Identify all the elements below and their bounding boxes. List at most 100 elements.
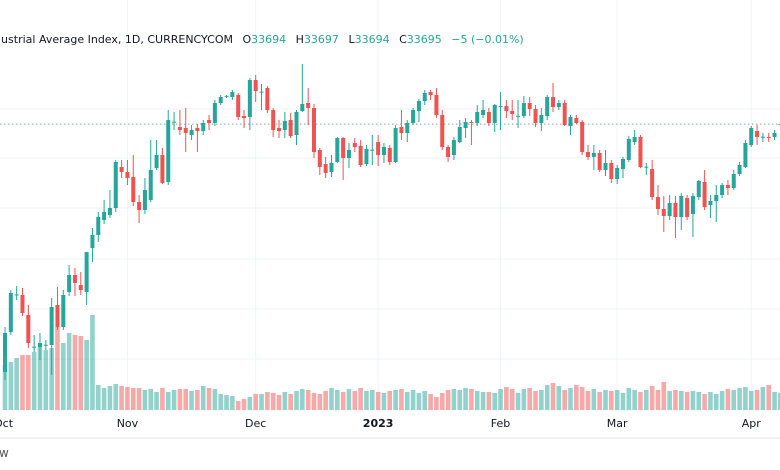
volume-bar xyxy=(154,392,159,410)
candle-body xyxy=(335,138,340,162)
volume-bar xyxy=(778,393,780,410)
candle-body xyxy=(387,148,392,162)
candle-body xyxy=(545,97,550,116)
candle-body xyxy=(446,147,451,157)
candle-body xyxy=(329,163,334,172)
candle xyxy=(288,113,293,138)
volume-bar xyxy=(101,388,107,410)
candle xyxy=(154,140,159,170)
volume-bar xyxy=(235,401,241,410)
candle xyxy=(760,133,765,142)
candle-body xyxy=(591,153,596,157)
volume-bar xyxy=(480,392,486,410)
candle xyxy=(142,178,147,214)
candle-body xyxy=(778,124,780,126)
candle-body xyxy=(597,153,602,170)
candle xyxy=(562,100,567,126)
volume-bar xyxy=(282,392,288,410)
volume-bar xyxy=(317,394,323,410)
candle xyxy=(486,108,491,126)
volume-bar xyxy=(305,390,311,410)
candle xyxy=(720,183,725,198)
volume-bar xyxy=(638,392,643,410)
candle-body xyxy=(8,293,13,332)
candle-body xyxy=(702,182,707,207)
candle-body xyxy=(708,201,713,205)
volume-bar xyxy=(2,365,8,410)
volume-bar xyxy=(381,393,387,410)
candle-body xyxy=(504,106,509,111)
volume-bar xyxy=(521,389,527,410)
candle-body xyxy=(277,128,282,131)
volume-bar xyxy=(247,397,253,410)
volume-bar xyxy=(696,392,702,410)
candle xyxy=(195,124,200,152)
candle-body xyxy=(131,177,136,202)
candle xyxy=(393,125,398,163)
candle-body xyxy=(772,133,777,137)
volume-bar xyxy=(439,393,445,410)
candle-body xyxy=(172,121,177,123)
candle xyxy=(131,155,136,206)
candle-body xyxy=(160,155,165,183)
candle xyxy=(504,100,509,118)
volume-bar xyxy=(550,383,556,410)
candle xyxy=(90,228,95,262)
volume-bar xyxy=(294,391,299,410)
volume-bar xyxy=(20,355,25,410)
volume-bar xyxy=(404,392,410,410)
volume-bar xyxy=(498,389,503,410)
volume-bar xyxy=(55,327,60,410)
volume-bar xyxy=(218,394,224,410)
volume-bar xyxy=(678,391,684,410)
x-tick-label: Mar xyxy=(607,417,628,430)
candle-body xyxy=(142,190,147,210)
volume-bar xyxy=(195,390,200,410)
candle-body xyxy=(311,108,316,152)
volume-bar xyxy=(713,394,719,410)
candle-body xyxy=(650,169,655,197)
candle xyxy=(766,133,771,142)
candle-body xyxy=(20,295,25,313)
candle xyxy=(387,145,392,165)
volume-bar xyxy=(504,387,509,410)
candle xyxy=(113,160,118,212)
candle xyxy=(650,160,655,200)
volume-bar xyxy=(200,386,206,410)
candle xyxy=(72,268,77,296)
volume-bar xyxy=(719,391,725,410)
candle xyxy=(183,108,188,152)
candle xyxy=(411,108,416,125)
candle xyxy=(440,110,445,150)
candle-body xyxy=(72,275,77,283)
volume-bar xyxy=(614,390,620,410)
candle-body xyxy=(481,110,486,115)
volume-bar xyxy=(469,389,474,410)
symbol-title[interactable]: lustrial Average Index, 1D, CURRENCYCOM xyxy=(0,33,233,46)
axis-separator xyxy=(0,437,780,439)
candle-body xyxy=(306,103,311,108)
candle-body xyxy=(760,136,765,138)
volume-bar xyxy=(474,391,480,410)
candle-body xyxy=(125,172,130,178)
candle xyxy=(14,286,19,300)
candle xyxy=(172,112,177,130)
candle xyxy=(32,335,37,352)
volume-bar xyxy=(288,394,293,410)
time-axis[interactable]: Oct Nov Dec 2023 Feb Mar Apr xyxy=(0,417,761,430)
candle xyxy=(603,150,608,176)
volume-bar xyxy=(766,385,772,410)
candle-body xyxy=(119,167,124,172)
candle-body xyxy=(352,143,357,147)
volume-bar xyxy=(655,390,661,410)
candle-body xyxy=(568,117,573,126)
candle-body xyxy=(207,120,212,123)
volume-bar xyxy=(579,387,585,410)
candle-body xyxy=(463,122,468,128)
candle xyxy=(492,104,497,132)
volume-bar xyxy=(562,390,567,410)
x-tick-label: Feb xyxy=(491,417,510,430)
candle-body xyxy=(43,344,48,346)
candle-body xyxy=(586,152,590,157)
